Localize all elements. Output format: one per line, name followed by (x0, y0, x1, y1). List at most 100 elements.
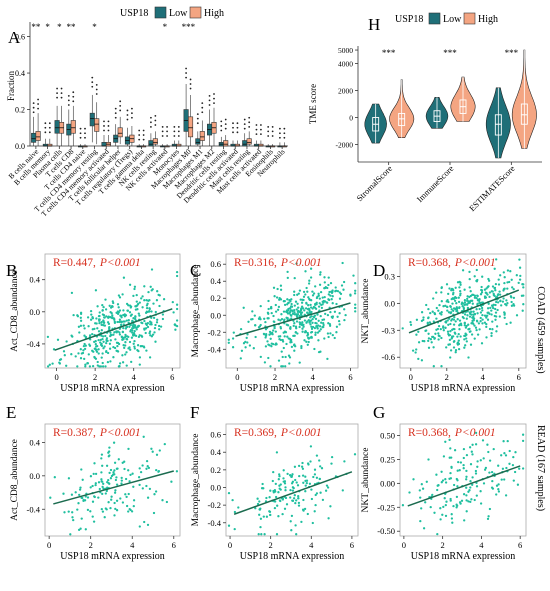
scatter-point (467, 323, 470, 326)
scatter-point (97, 496, 100, 499)
scatter-point (305, 301, 308, 305)
scatter-point (129, 473, 132, 477)
panel-a-outlier (189, 87, 192, 90)
scatter-point (512, 296, 516, 300)
scatter-point (149, 285, 152, 288)
scatter-point (340, 284, 344, 287)
scatter-point (304, 270, 307, 273)
scatter-fit-line (54, 308, 173, 351)
scatter-point (459, 502, 462, 505)
scatter-xtick-label: 2 (441, 540, 445, 550)
scatter-point (302, 498, 305, 502)
scatter-point (454, 349, 458, 352)
scatter-point (143, 346, 146, 349)
scatter-point (327, 517, 330, 520)
scatter-point (100, 457, 103, 460)
scatter-point (270, 342, 273, 345)
scatter-point (487, 302, 490, 305)
panel-a-outlier (142, 138, 145, 141)
panel-a-outlier (243, 118, 246, 121)
scatter-point (319, 491, 322, 494)
scatter-point (494, 318, 497, 321)
scatter-point (293, 276, 296, 280)
scatter-point (141, 295, 144, 298)
scatter-point (439, 327, 442, 331)
scatter-point (465, 494, 468, 497)
scatter-point (108, 304, 111, 307)
panel-a-outlier (60, 87, 63, 90)
scatter-point (175, 470, 179, 473)
scatter-point (442, 455, 446, 458)
scatter-point (312, 292, 316, 295)
scatter-point (93, 355, 96, 359)
scatter-point (242, 306, 245, 309)
scatter-point (434, 332, 437, 335)
scatter-point (302, 325, 305, 328)
scatter-point (476, 312, 479, 315)
scatter-point (89, 318, 93, 321)
panel-a-outlier (37, 98, 39, 101)
scatter-point (463, 519, 466, 522)
scatter-point (286, 309, 290, 312)
scatter-ytick-label: -0.4 (208, 518, 222, 528)
scatter-point (343, 318, 346, 322)
scatter-point (118, 320, 121, 323)
scatter-point (269, 365, 272, 368)
scatter-point (148, 309, 151, 313)
scatter-point (72, 313, 75, 317)
scatter-point (417, 357, 420, 361)
scatter-point (94, 483, 97, 487)
panel-a-outlier (95, 88, 98, 91)
scatter-point (89, 475, 93, 478)
scatter-point (143, 319, 146, 323)
scatter-point (175, 303, 179, 306)
panel-a-outlier (56, 87, 58, 90)
scatter-point (263, 361, 267, 364)
scatter-point (297, 306, 300, 309)
scatter-point (128, 304, 132, 307)
scatter-ytick-label: 0.4 (210, 276, 221, 286)
scatter-ylabel: Act_CD8_abundance (10, 270, 20, 352)
scatter-point (512, 455, 515, 459)
panel-a-legend-low: Low (169, 8, 188, 19)
scatter-point (501, 467, 505, 470)
scatter-point (497, 488, 500, 491)
scatter-point (103, 324, 107, 327)
scatter-point (497, 464, 500, 467)
scatter-point (479, 459, 482, 462)
scatter-point (463, 288, 466, 291)
scatter-point (321, 318, 324, 322)
scatter-xtick-label: 2 (93, 372, 97, 382)
scatter-point (456, 485, 459, 488)
scatter-xtick-label: 4 (311, 372, 316, 382)
scatter-point (140, 334, 143, 337)
scatter-point (150, 310, 153, 313)
scatter-point (324, 286, 327, 290)
scatter-point (486, 286, 489, 289)
scatter-r-value: R=0.316, (234, 257, 277, 269)
scatter-point (260, 487, 264, 490)
scatter-point (519, 274, 522, 278)
scatter-point (299, 298, 302, 301)
scatter-point (80, 468, 83, 471)
scatter-point (259, 318, 262, 321)
scatter-point (304, 293, 307, 296)
scatter-point (490, 313, 493, 316)
scatter-point (143, 299, 146, 302)
scatter-point (311, 321, 314, 324)
scatter-point (420, 483, 423, 486)
scatter-annotation: R=0.316, P<0.001 (234, 257, 322, 269)
panel-a-outlier (79, 132, 82, 135)
panel-a-outlier (260, 128, 262, 131)
scatter-point (455, 309, 459, 312)
scatter-point (300, 305, 304, 308)
scatter-point (452, 307, 456, 310)
scatter-point (82, 349, 85, 352)
scatter-xtick-label: 6 (170, 372, 174, 382)
panel-a-outlier (224, 118, 227, 121)
panel-a-outlier (213, 102, 215, 105)
scatter-point (275, 296, 279, 299)
scatter-point (146, 496, 150, 499)
scatter-point (101, 510, 105, 513)
